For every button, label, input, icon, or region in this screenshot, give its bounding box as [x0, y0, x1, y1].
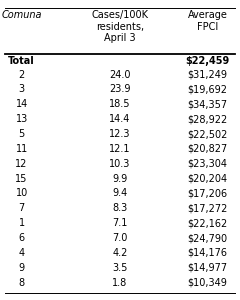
Text: 7.0: 7.0: [112, 233, 128, 243]
Text: 23.9: 23.9: [109, 85, 131, 94]
Text: $10,349: $10,349: [188, 278, 228, 288]
Text: $28,922: $28,922: [187, 114, 228, 124]
Text: 3.5: 3.5: [112, 263, 128, 273]
Text: 8: 8: [18, 278, 25, 288]
Text: $17,206: $17,206: [187, 188, 228, 199]
Text: 13: 13: [15, 114, 28, 124]
Text: 14: 14: [15, 99, 28, 109]
Text: 4: 4: [18, 248, 25, 258]
Text: $23,304: $23,304: [188, 159, 228, 169]
Text: 3: 3: [18, 85, 25, 94]
Text: 7.1: 7.1: [112, 218, 128, 228]
Text: $19,692: $19,692: [188, 85, 228, 94]
Text: 1: 1: [18, 218, 25, 228]
Text: 8.3: 8.3: [112, 203, 128, 213]
Text: Comuna: Comuna: [1, 10, 42, 20]
Text: Cases/100K
residents,
April 3: Cases/100K residents, April 3: [91, 10, 149, 43]
Text: $20,827: $20,827: [187, 144, 228, 154]
Text: 7: 7: [18, 203, 25, 213]
Text: 24.0: 24.0: [109, 70, 131, 80]
Text: 14.4: 14.4: [109, 114, 131, 124]
Text: $17,272: $17,272: [187, 203, 228, 213]
Text: 10.3: 10.3: [109, 159, 131, 169]
Text: $22,162: $22,162: [187, 218, 228, 228]
Text: 2: 2: [18, 70, 25, 80]
Text: $14,977: $14,977: [187, 263, 228, 273]
Text: 9: 9: [18, 263, 25, 273]
Text: 15: 15: [15, 174, 28, 184]
Text: $22,459: $22,459: [186, 56, 230, 66]
Text: $14,176: $14,176: [188, 248, 228, 258]
Text: 11: 11: [15, 144, 28, 154]
Text: 6: 6: [18, 233, 25, 243]
Text: 18.5: 18.5: [109, 99, 131, 109]
Text: 12: 12: [15, 159, 28, 169]
Text: 10: 10: [15, 188, 28, 199]
Text: 4.2: 4.2: [112, 248, 128, 258]
Text: $34,357: $34,357: [187, 99, 228, 109]
Text: 9.9: 9.9: [112, 174, 128, 184]
Text: Average
FPCI: Average FPCI: [188, 10, 228, 32]
Text: Total: Total: [8, 56, 35, 66]
Text: 12.3: 12.3: [109, 129, 131, 139]
Text: $20,204: $20,204: [187, 174, 228, 184]
Text: 5: 5: [18, 129, 25, 139]
Text: 9.4: 9.4: [112, 188, 128, 199]
Text: $22,502: $22,502: [187, 129, 228, 139]
Text: $31,249: $31,249: [188, 70, 228, 80]
Text: $24,790: $24,790: [187, 233, 228, 243]
Text: 12.1: 12.1: [109, 144, 131, 154]
Text: 1.8: 1.8: [112, 278, 128, 288]
